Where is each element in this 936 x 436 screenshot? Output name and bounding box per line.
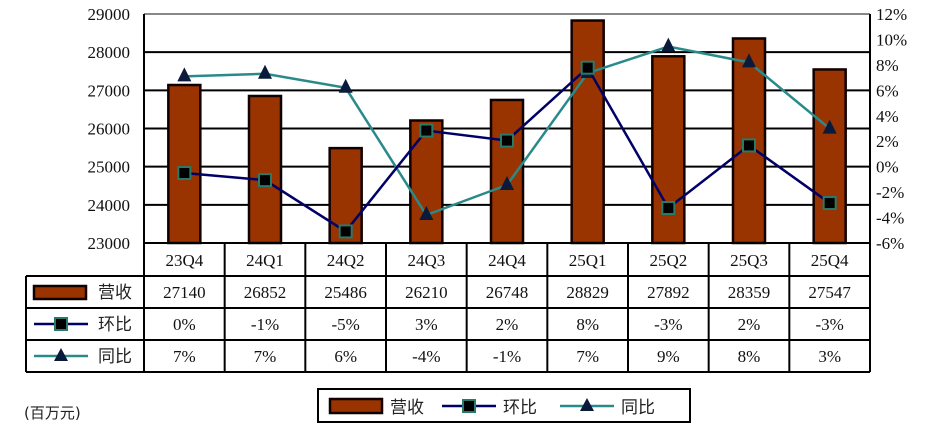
qoq-point (419, 123, 434, 138)
axes: 23000 24000 25000 26000 27000 28000 29000 -6% -4… (88, 5, 908, 253)
left-tick-label: 24000 (88, 196, 131, 215)
table-cell: 26210 (405, 283, 448, 302)
table-cell: 7% (173, 347, 196, 366)
table-cell: 7% (254, 347, 277, 366)
table-cell: -5% (332, 315, 360, 334)
table-cell: 6% (334, 347, 357, 366)
revenue-bar (812, 68, 847, 245)
table-cell: 8% (738, 347, 761, 366)
legend-box (317, 388, 691, 423)
right-tick-label: 10% (876, 30, 907, 49)
table-cell: -4% (412, 347, 440, 366)
legend-revenue-label: 营收 (390, 398, 424, 418)
table-cell: 3% (818, 347, 841, 366)
yoy-point (419, 206, 434, 221)
table-cell: 7% (576, 347, 599, 366)
qoq-point (258, 173, 272, 188)
table-cell: 28829 (566, 283, 609, 302)
table-cell: 9% (657, 347, 680, 366)
series-row-label: 环比 (98, 315, 132, 335)
category-label: 25Q2 (649, 251, 687, 270)
table-cell: -3% (816, 315, 844, 334)
left-tick-label: 29000 (88, 5, 131, 24)
table-cell: 2% (496, 315, 519, 334)
category-label: 24Q2 (327, 251, 365, 270)
table-cell: -1% (493, 347, 521, 366)
revenue-legend-swatch (32, 284, 88, 301)
table-cell: -1% (251, 315, 279, 334)
table-cell: -3% (654, 315, 682, 334)
legend-yoy-label: 同比 (621, 398, 655, 418)
left-tick-label: 26000 (88, 120, 131, 139)
yoy-point (742, 53, 756, 68)
table-cell: 26852 (244, 283, 287, 302)
revenue-bar (570, 19, 605, 245)
legend-yoy-marker-icon (580, 398, 594, 411)
legend-qoq-label: 环比 (503, 398, 537, 418)
yoy-point (258, 64, 272, 79)
category-label: 24Q1 (246, 251, 284, 270)
legend: 营收 环比 同比 (317, 388, 691, 423)
legend-revenue-swatch (328, 397, 384, 415)
table-cell: 27547 (808, 283, 851, 302)
right-tick-label: -2% (876, 183, 904, 202)
revenue-bars (167, 19, 847, 245)
category-label: 25Q1 (569, 251, 607, 270)
series-row-label: 营收 (98, 283, 132, 303)
left-tick-label: 28000 (88, 43, 131, 62)
category-label: 23Q4 (165, 251, 203, 270)
qoq-point (661, 201, 676, 216)
revenue-bar (247, 94, 283, 245)
left-tick-label: 25000 (88, 158, 131, 177)
table-cell: 25486 (324, 283, 367, 302)
legend-qoq-marker-icon (462, 399, 476, 413)
unit-note: (百万元) (24, 404, 81, 422)
revenue-bar (167, 83, 202, 245)
category-label: 24Q4 (488, 251, 526, 270)
table-cell: 27892 (647, 283, 690, 302)
left-tick-label: 23000 (88, 234, 131, 253)
table-cell: 26748 (486, 283, 529, 302)
data-table: 23Q4 24Q1 24Q2 24Q3 24Q4 25Q1 25Q2 25Q3 25Q4 2714… (25, 242, 871, 373)
table-cell: 0% (173, 315, 196, 334)
qoq-point (742, 138, 756, 153)
right-tick-label: 6% (876, 81, 899, 100)
category-label: 25Q4 (811, 251, 849, 270)
yoy-marker-icon (54, 348, 68, 361)
table-cell: 8% (576, 315, 599, 334)
right-tick-label: -6% (876, 234, 904, 253)
right-tick-label: 0% (876, 158, 899, 177)
revenue-bar (409, 119, 444, 245)
qoq-marker-icon (54, 317, 68, 331)
yoy-point (500, 175, 514, 190)
yoy-point (177, 67, 192, 82)
right-tick-label: 4% (876, 107, 899, 126)
qoq-point (500, 133, 514, 148)
table-cell: 27140 (163, 283, 206, 302)
yoy-point (822, 119, 837, 134)
left-tick-label: 27000 (88, 81, 131, 100)
qoq-point (338, 224, 353, 239)
yoy-point (338, 78, 353, 93)
series-row-label: 同比 (98, 347, 132, 367)
right-tick-label: 8% (876, 56, 899, 75)
table-cell: 3% (415, 315, 438, 334)
ratio-lines (177, 37, 837, 239)
qoq-point (580, 60, 595, 75)
table-cell: 2% (738, 315, 761, 334)
right-tick-label: 2% (876, 132, 899, 151)
table-cell: 28359 (728, 283, 771, 302)
qoq-point (822, 196, 837, 211)
category-label: 25Q3 (730, 251, 768, 270)
right-tick-label: 12% (876, 5, 907, 24)
category-label: 24Q3 (407, 251, 445, 270)
right-tick-label: -4% (876, 209, 904, 228)
yoy-point (661, 37, 676, 52)
qoq-point (177, 166, 192, 181)
